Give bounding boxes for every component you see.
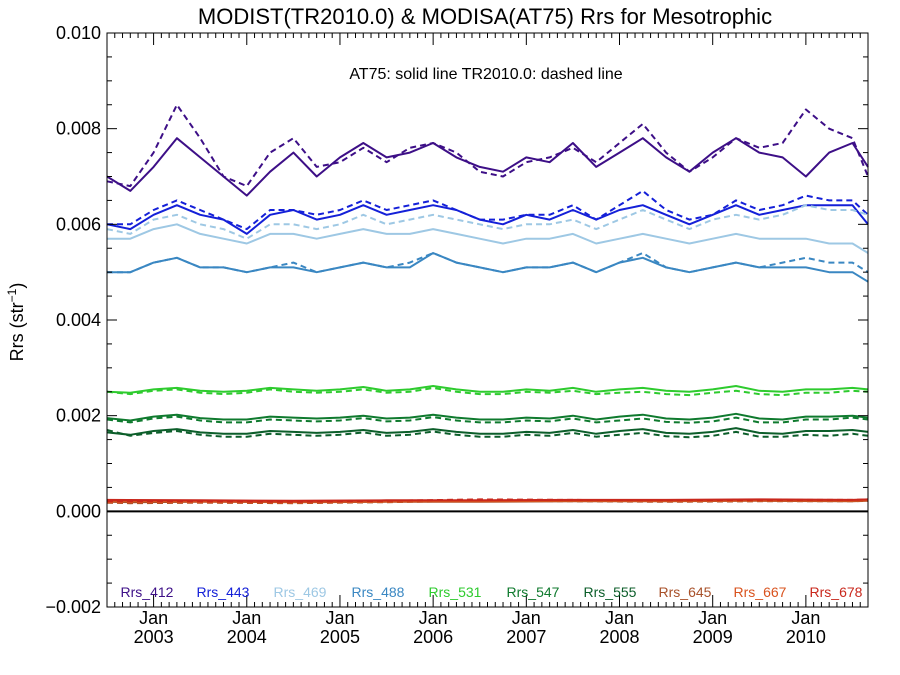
- series-line-Rrs_547-at75: [106, 412, 869, 422]
- series-line-Rrs_412-tr2010: [106, 103, 869, 188]
- series-line-Rrs_547-tr2010: [106, 415, 869, 424]
- x-tick-label-year: 2004: [227, 627, 267, 647]
- legend-entry-Rrs_412: Rrs_412: [121, 584, 174, 600]
- x-tick-label-year: 2003: [134, 627, 174, 647]
- legend-entry-Rrs_443: Rrs_443: [197, 584, 250, 600]
- y-axis-label-main: Rrs (str: [7, 302, 27, 361]
- y-axis-label-superscript: −1: [5, 288, 19, 302]
- series-line-Rrs_443-tr2010: [107, 189, 869, 231]
- legend: Rrs_412 Rrs_443 Rrs_469 Rrs_488 Rrs_531 Rrs_5…: [121, 584, 863, 600]
- series-layer: [106, 103, 869, 513]
- x-tick-label-month: Jan: [419, 608, 448, 628]
- legend-entry-Rrs_488: Rrs_488: [352, 584, 405, 600]
- x-tick-label-month: Jan: [232, 608, 261, 628]
- series-line-Rrs_443-at75: [106, 204, 869, 235]
- legend-entry-Rrs_645: Rrs_645: [659, 584, 712, 600]
- axes-layer: −0.0020.0000.0020.0040.0060.0080.010Jan2…: [45, 23, 869, 647]
- chart-title: MODIST(TR2010.0) & MODISA(AT75) Rrs for …: [198, 4, 772, 29]
- line-style-note: AT75: solid line TR2010.0: dashed line: [349, 66, 622, 83]
- series-line-Rrs_488-at75: [107, 252, 869, 283]
- series-line-Rrs_555-tr2010: [106, 429, 869, 439]
- legend-entry-Rrs_547: Rrs_547: [507, 584, 560, 600]
- x-tick-label-month: Jan: [698, 608, 727, 628]
- y-tick-label: 0.010: [56, 23, 101, 43]
- y-tick-label: 0.006: [56, 214, 101, 234]
- x-tick-label-year: 2005: [320, 627, 360, 647]
- series-line-Rrs_469-at75: [107, 223, 869, 254]
- y-tick-label: 0.000: [56, 501, 101, 521]
- y-axis-label-end: ): [7, 283, 27, 289]
- legend-entry-Rrs_531: Rrs_531: [429, 584, 482, 600]
- plot-frame: [106, 32, 869, 608]
- x-tick-label-year: 2010: [786, 627, 826, 647]
- series-line-Rrs_531-tr2010: [106, 386, 869, 397]
- y-tick-label: −0.002: [45, 597, 101, 617]
- x-tick-label-month: Jan: [139, 608, 168, 628]
- x-tick-label-month: Jan: [605, 608, 634, 628]
- series-line-Rrs_555-at75: [106, 427, 869, 436]
- legend-entry-Rrs_667: Rrs_667: [734, 584, 787, 600]
- x-tick-label-month: Jan: [512, 608, 541, 628]
- y-tick-label: 0.002: [56, 406, 101, 426]
- legend-entry-Rrs_469: Rrs_469: [274, 584, 327, 600]
- series-line-Rrs_469-tr2010: [106, 204, 869, 240]
- series-line-Rrs_412-at75: [106, 137, 869, 197]
- x-tick-label-month: Jan: [791, 608, 820, 628]
- y-tick-label: 0.008: [56, 119, 101, 139]
- x-tick-label-year: 2006: [413, 627, 453, 647]
- series-line-Rrs_531-at75: [106, 385, 869, 394]
- x-tick-label-year: 2007: [506, 627, 546, 647]
- x-tick-label-year: 2009: [693, 627, 733, 647]
- legend-entry-Rrs_678: Rrs_678: [810, 584, 863, 600]
- y-axis-label: Rrs (str−1): [5, 283, 27, 362]
- legend-entry-Rrs_555: Rrs_555: [584, 584, 637, 600]
- y-tick-label: 0.004: [56, 310, 101, 330]
- x-tick-label-year: 2008: [599, 627, 639, 647]
- x-tick-label-month: Jan: [325, 608, 354, 628]
- series-line-Rrs_678-at75: [106, 498, 869, 502]
